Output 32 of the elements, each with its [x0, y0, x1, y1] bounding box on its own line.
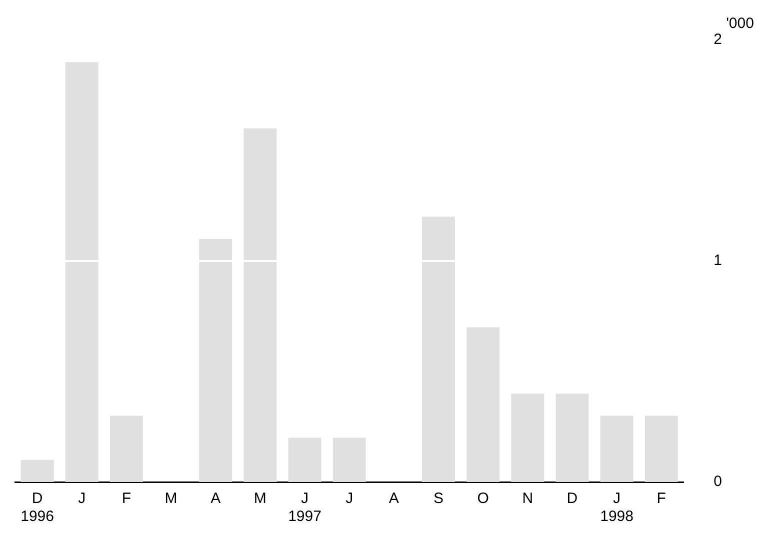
x-tick-label: S: [433, 490, 444, 508]
x-tick-label: F: [122, 490, 132, 508]
bar: [199, 238, 232, 482]
bar: [288, 438, 322, 482]
bar: [600, 416, 634, 482]
y-axis-title: '000: [726, 15, 754, 32]
x-tick-label: J 1998: [600, 490, 634, 526]
bar: [422, 216, 455, 482]
bar: [332, 438, 366, 482]
x-tick-label: O: [477, 490, 489, 508]
bar: [644, 416, 678, 482]
x-tick-label: J: [346, 490, 354, 508]
bar: [466, 327, 500, 482]
x-tick-label: F: [656, 490, 666, 508]
y-tick-label: 0: [714, 473, 722, 490]
x-tick-label: J 1997: [288, 490, 322, 526]
bar: [244, 128, 277, 482]
x-tick-label: A: [388, 490, 399, 508]
bar: [20, 460, 54, 482]
x-tick-label: D: [566, 490, 578, 508]
bar: [556, 394, 589, 482]
y-tick-label: 1: [714, 252, 722, 270]
y-tick-label: 2: [714, 31, 722, 48]
x-tick-label: N: [522, 490, 534, 508]
x-tick-label: M: [254, 490, 266, 508]
x-tick-label: D 1996: [20, 490, 54, 526]
x-tick-label: M: [164, 490, 178, 508]
bar: [511, 394, 544, 482]
bar: [65, 62, 98, 482]
bar: [110, 416, 143, 482]
x-tick-label: J: [78, 490, 86, 508]
x-tick-label: A: [210, 490, 221, 508]
